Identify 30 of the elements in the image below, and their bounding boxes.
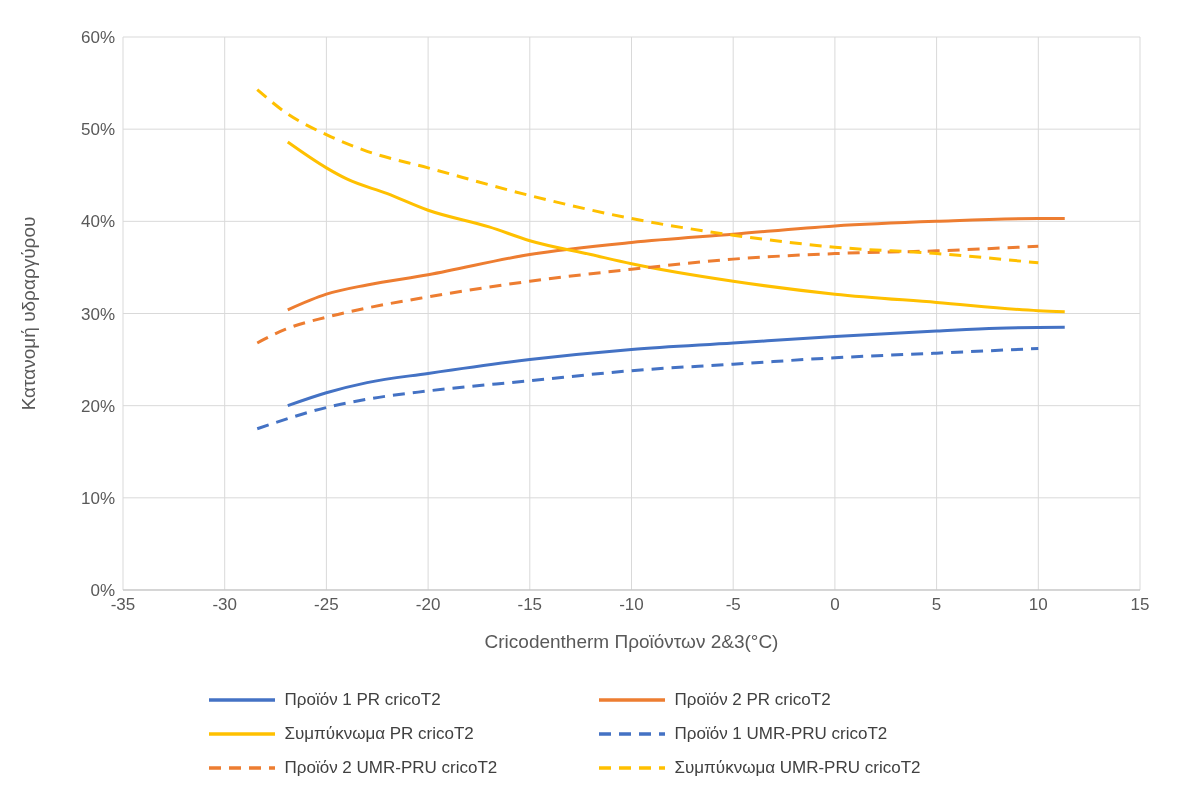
x-tick-label: -15 [517,595,543,615]
x-tick-label: 0 [830,595,840,615]
line-series [286,217,1067,312]
y-tick-label: 40% [80,212,115,232]
legend-label: Προϊόν 2 UMR-PRU cricoT2 [284,758,498,778]
legend-label: Συμπύκνωμα PR cricoT2 [284,724,474,744]
legend-label: Προϊόν 1 PR cricoT2 [284,690,441,710]
x-tick-label: -10 [619,595,644,615]
x-tick-label: -20 [415,595,441,615]
x-tick-label: -25 [314,595,339,615]
legend-label: Συμπύκνωμα UMR-PRU cricoT2 [674,758,921,778]
y-tick-label: 20% [80,396,115,416]
line-series [255,244,1040,345]
x-tick-label: -30 [212,595,237,615]
y-tick-label: 50% [80,120,115,140]
line-series [286,140,1067,314]
legend-label: Προϊόν 1 UMR-PRU cricoT2 [674,724,888,744]
line-series [286,325,1067,408]
x-axis-title: Cricodentherm Προϊόντων 2&3(°C) [484,631,779,652]
y-tick-label: 60% [80,28,115,48]
y-tick-label: 10% [80,488,115,508]
y-tick-label: 30% [80,304,115,324]
x-tick-label: 10 [1028,595,1048,615]
line-series [255,347,1040,431]
y-axis-title: Κατανομή υδραργύρου [17,216,39,411]
x-tick-label: 15 [1130,595,1150,615]
legend-label: Προϊόν 2 PR cricoT2 [674,690,831,710]
line-series [255,88,1040,265]
x-tick-label: -5 [725,595,741,615]
x-tick-label: 5 [931,595,942,615]
